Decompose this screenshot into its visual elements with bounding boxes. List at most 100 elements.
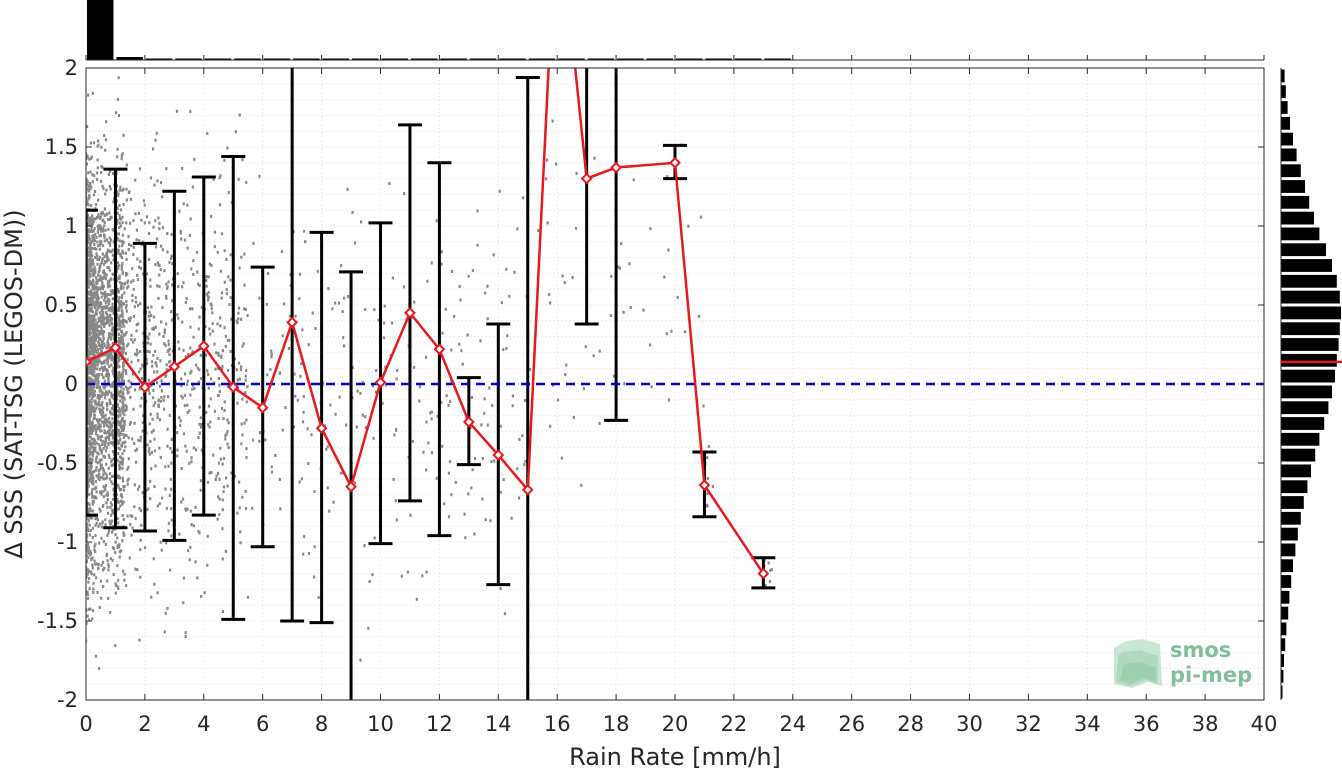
scatter-point [90,378,93,382]
scatter-point [88,442,92,446]
scatter-point [89,421,92,425]
scatter-point [92,316,95,320]
scatter-point [112,440,115,444]
scatter-point [99,226,103,230]
scatter-point [179,229,182,233]
scatter-point [415,597,418,601]
scatter-point [86,421,89,425]
scatter-point [98,460,102,464]
scatter-point [402,285,406,289]
scatter-point [96,224,99,228]
scatter-point [222,456,226,460]
scatter-point [88,194,91,198]
scatter-point [109,306,113,310]
scatter-point [384,365,387,369]
scatter-point [107,377,110,381]
scatter-point [444,307,447,311]
scatter-point [161,195,164,199]
scatter-point [107,240,110,244]
scatter-point [108,383,111,387]
scatter-point [119,499,123,503]
scatter-point [99,263,102,267]
scatter-point [89,383,93,387]
scatter-point [133,421,136,425]
right-histogram-bar [1281,322,1340,336]
scatter-point [95,474,98,478]
scatter-point [106,404,109,408]
scatter-point [86,536,88,540]
scatter-point [107,315,110,319]
scatter-point [167,521,171,525]
scatter-point [116,288,119,292]
scatter-point [147,232,151,236]
scatter-point [97,270,100,274]
scatter-point [86,538,88,542]
scatter-point [278,371,281,375]
right-histogram-bar [1281,180,1305,193]
scatter-point [100,308,103,312]
scatter-point [154,325,157,329]
scatter-point [97,469,100,473]
scatter-point [86,353,89,357]
scatter-point [158,227,161,231]
scatter-point [148,392,151,396]
scatter-point [223,249,226,253]
scatter-point [100,171,103,175]
scatter-point [126,467,129,471]
scatter-point [100,596,103,600]
scatter-point [125,405,128,409]
scatter-point [110,530,114,534]
scatter-point [111,433,115,437]
scatter-point [199,479,203,483]
scatter-point [96,327,99,331]
scatter-point [194,505,197,509]
scatter-point [147,378,150,382]
scatter-point [97,373,101,377]
scatter-point [165,541,168,545]
scatter-point [91,406,94,410]
scatter-point [218,176,221,180]
scatter-point [105,431,108,435]
scatter-point [86,608,88,612]
scatter-point [104,542,108,546]
scatter-point [168,353,171,357]
scatter-point [98,234,101,238]
scatter-point [86,152,88,156]
scatter-point [136,278,140,282]
scatter-point [109,318,112,322]
scatter-point [111,436,115,440]
scatter-point [155,131,158,135]
scatter-point [135,228,138,232]
scatter-point [373,536,376,540]
scatter-point [129,221,132,225]
scatter-point [89,607,92,611]
scatter-point [88,235,91,239]
scatter-point [139,509,143,513]
top-marginal-histogram [85,0,1265,61]
scatter-point [98,217,101,221]
scatter-point [112,457,116,461]
scatter-point [565,363,568,367]
scatter-point [108,243,112,247]
scatter-point [93,407,97,411]
right-histogram-bar [1281,511,1301,525]
scatter-point [156,284,159,288]
scatter-point [87,351,91,355]
scatter-point [110,321,113,325]
scatter-point [87,315,90,319]
scatter-point [165,282,168,286]
scatter-point [97,258,101,262]
scatter-point [192,273,195,277]
scatter-point [240,442,243,446]
top-histogram-bar [558,58,585,60]
scatter-point [147,258,151,262]
scatter-point [86,427,89,431]
scatter-point [156,356,159,360]
scatter-point [88,184,91,188]
scatter-point [123,419,126,423]
scatter-point [103,429,106,433]
scatter-point [207,290,210,294]
scatter-point [99,344,103,348]
scatter-point [99,215,102,219]
scatter-point [104,275,107,279]
